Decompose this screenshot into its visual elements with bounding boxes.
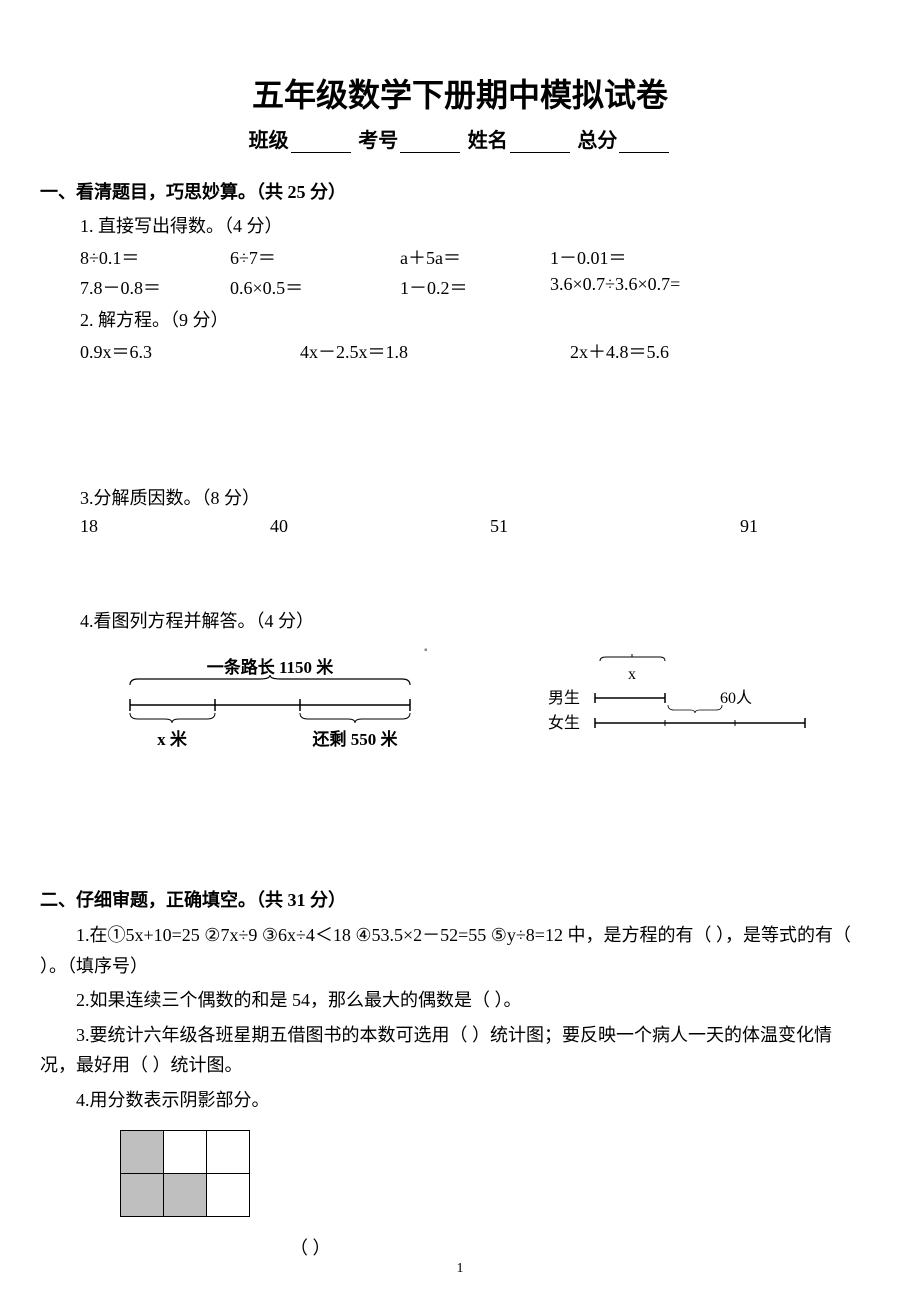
q3-i1: 18 [80,516,270,537]
gender-diagram: x 男生 60人 女生 [540,653,820,768]
s2-q3: 3.要统计六年级各班星期五借图书的本数可选用（ ）统计图；要反映一个病人一天的体… [40,1020,860,1081]
workspace-q3 [60,541,860,601]
q1-r1-c4: 1－0.01＝ [550,244,627,270]
exam-no-blank[interactable] [400,132,460,153]
q2-label: 2. 解方程。（9 分） [80,306,860,332]
q1-row2: 7.8－0.8＝ 0.6×0.5＝ 1－0.2＝ 3.6×0.7÷3.6×0.7… [80,274,860,300]
section2-heading: 二、仔细审题，正确填空。（共 31 分） [40,886,860,912]
exam-page: 五年级数学下册期中模拟试卷 班级 考号 姓名 总分 一、看清题目，巧思妙算。（共… [0,0,920,1302]
cell-1-0 [121,1173,164,1216]
q1-r1-c1: 8÷0.1＝ [80,244,230,270]
cell-1-1 [164,1173,207,1216]
q1-r2-c1: 7.8－0.8＝ [80,274,230,300]
total-label: 总分 [577,130,617,152]
exam-no-label: 考号 [358,130,398,152]
male-label: 男生 [548,689,580,707]
q2-i2: 4x－2.5x＝1.8 [300,338,570,364]
q4-diagrams: 一条路长 1150 米 x 米 还剩 550 米 x [60,653,860,768]
gender-svg: x 男生 60人 女生 [540,653,820,763]
workspace-q4 [60,768,860,878]
s2-q1: 1.在①5x+10=25 ②7x÷9 ③6x÷4＜18 ④53.5×2－52=5… [40,920,860,981]
q1-r2-c3: 1－0.2＝ [400,274,550,300]
class-label: 班级 [249,130,289,152]
page-number: 1 [0,1261,920,1277]
center-marker: ▪ [424,645,428,656]
road-top-label: 一条路长 1150 米 [207,657,335,677]
fraction-grid [120,1130,250,1217]
q2-i1: 0.9x＝6.3 [80,338,300,364]
q4-label: 4.看图列方程并解答。（4 分） [80,607,860,633]
q2-row: 0.9x＝6.3 4x－2.5x＝1.8 2x＋4.8＝5.6 [80,338,860,364]
page-title: 五年级数学下册期中模拟试卷 [60,70,860,116]
road-x-label: x 米 [157,729,188,749]
name-blank[interactable] [510,132,570,153]
q3-i3: 51 [490,516,740,537]
name-label: 姓名 [468,130,508,152]
q1-row1: 8÷0.1＝ 6÷7＝ a＋5a＝ 1－0.01＝ [80,244,860,270]
q3-row: 18 40 51 91 [80,516,860,537]
q3-i4: 91 [740,516,758,537]
s2-q4: 4.用分数表示阴影部分。 [40,1085,860,1116]
q1-r1-c3: a＋5a＝ [400,244,550,270]
q3-label: 3.分解质因数。（8 分） [80,484,860,510]
q3-i2: 40 [270,516,490,537]
q1-r1-c2: 6÷7＝ [230,244,400,270]
class-blank[interactable] [291,132,351,153]
s2-q2: 2.如果连续三个偶数的和是 54，那么最大的偶数是（ ）。 [40,985,860,1016]
road-diagram: 一条路长 1150 米 x 米 还剩 550 米 [100,653,460,768]
q1-r2-c2: 0.6×0.5＝ [230,274,400,300]
count-label: 60人 [720,689,752,707]
total-blank[interactable] [619,132,669,153]
fraction-answer-paren[interactable]: （ ） [290,1234,860,1260]
section1-heading: 一、看清题目，巧思妙算。（共 25 分） [40,178,860,204]
cell-1-2 [207,1173,250,1216]
q1-r2-c4: 3.6×0.7÷3.6×0.7= [550,274,680,300]
q1-label: 1. 直接写出得数。（4 分） [80,212,860,238]
cell-0-2 [207,1130,250,1173]
female-label: 女生 [548,713,580,732]
x-label: x [628,666,636,683]
road-svg: 一条路长 1150 米 x 米 还剩 550 米 [100,653,440,763]
q2-i3: 2x＋4.8＝5.6 [570,338,669,364]
workspace-q2 [60,368,860,478]
cell-0-1 [164,1130,207,1173]
road-remain-label: 还剩 550 米 [312,729,399,749]
student-info-line: 班级 考号 姓名 总分 [60,124,860,153]
cell-0-0 [121,1130,164,1173]
